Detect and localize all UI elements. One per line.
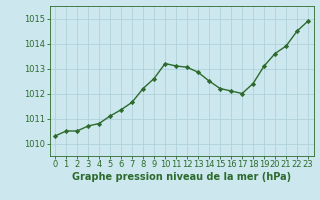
X-axis label: Graphe pression niveau de la mer (hPa): Graphe pression niveau de la mer (hPa) [72,172,291,182]
